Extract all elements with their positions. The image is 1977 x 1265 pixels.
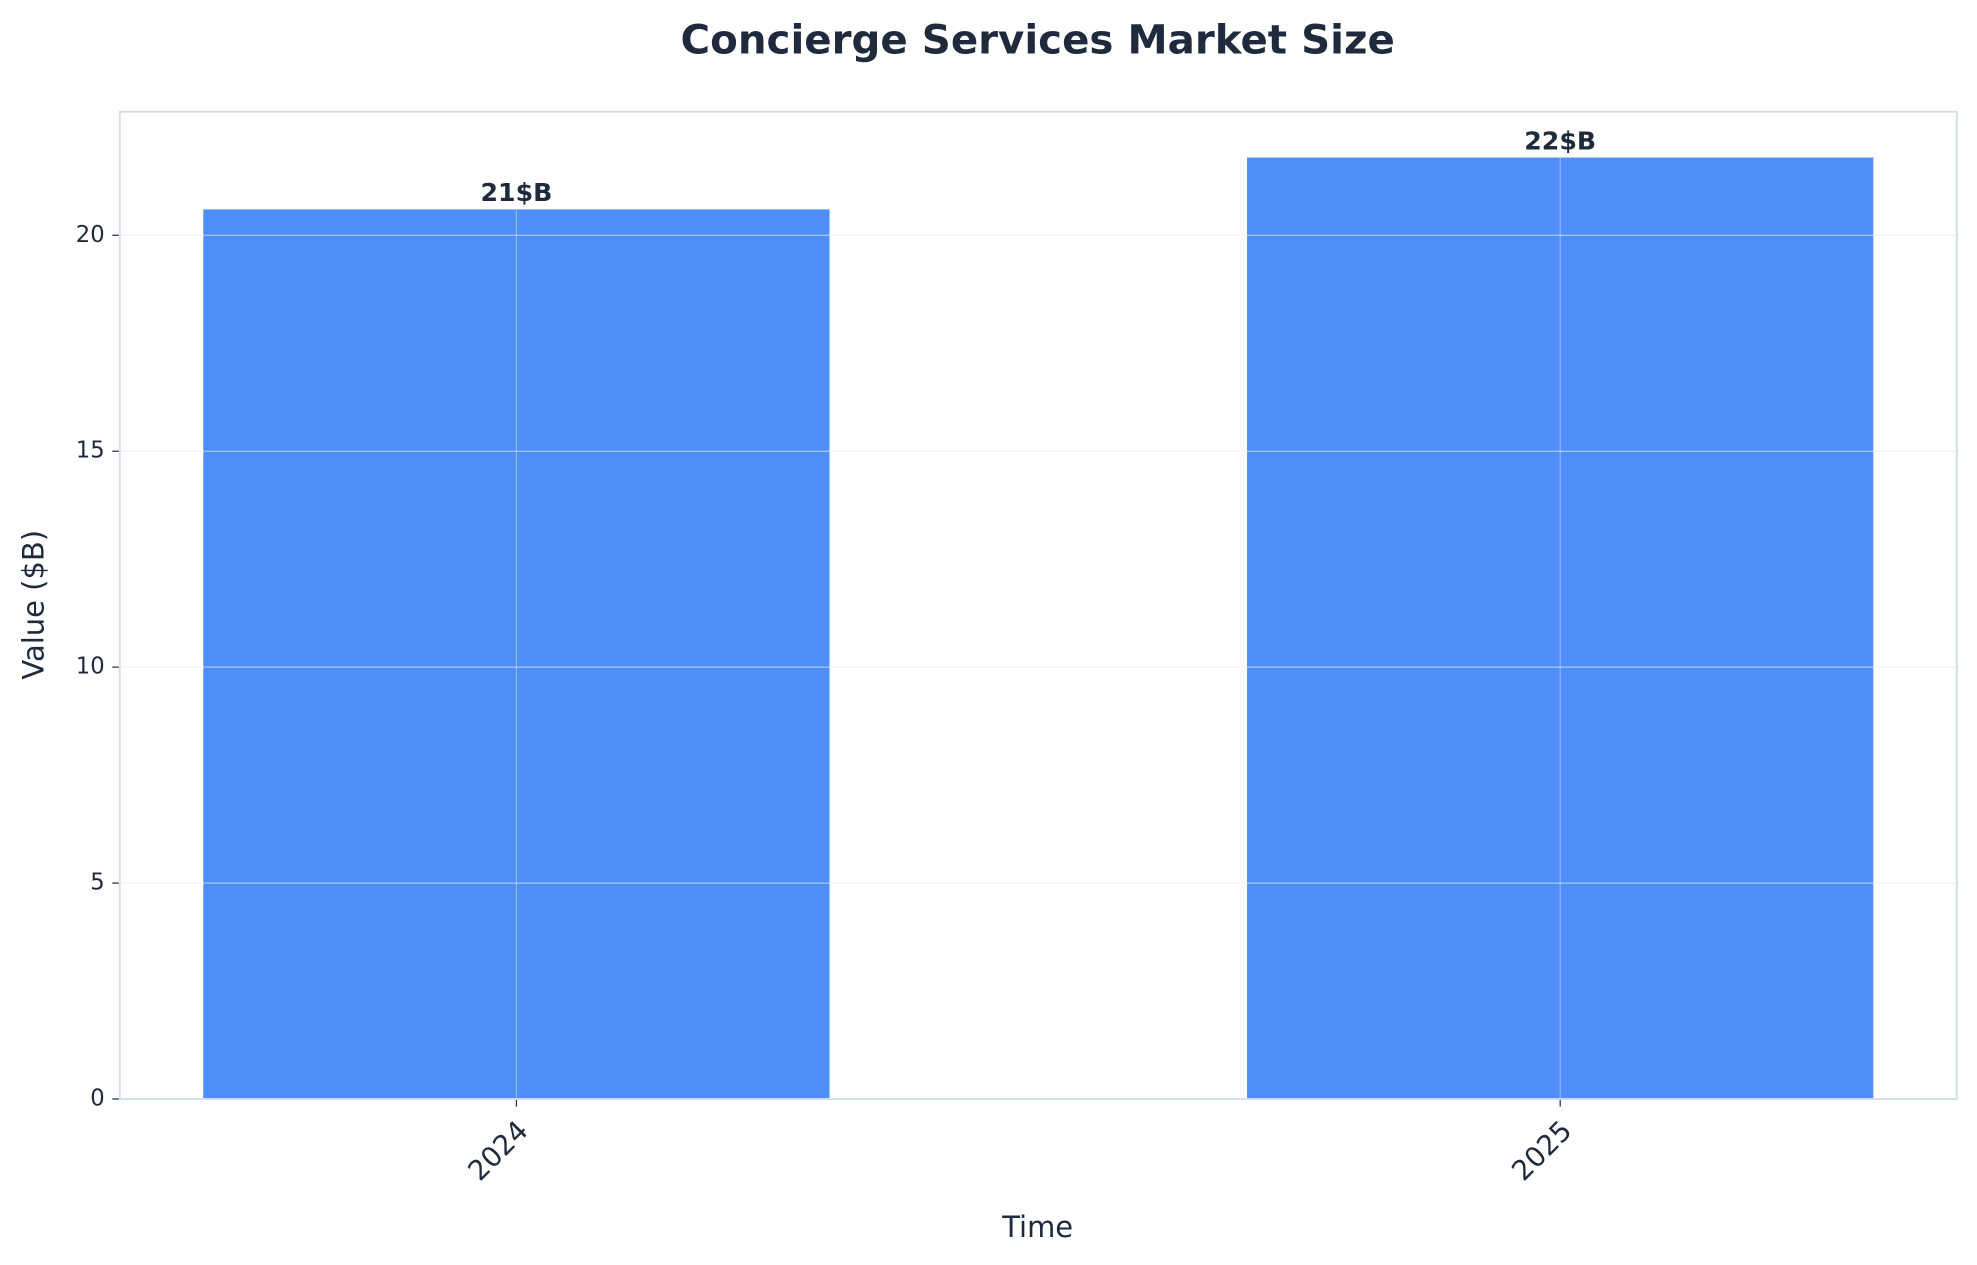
value-label: 21$B <box>481 178 553 207</box>
y-tick-label: 20 <box>76 222 105 248</box>
x-axis-label: Time <box>1001 1210 1073 1244</box>
y-tick-label: 15 <box>76 438 105 464</box>
y-tick-label: 0 <box>90 1086 104 1112</box>
y-tick-label: 5 <box>90 870 104 896</box>
chart-title: Concierge Services Market Size <box>681 16 1395 63</box>
y-tick-label: 10 <box>76 654 105 680</box>
bar <box>1247 157 1874 1100</box>
value-label: 22$B <box>1524 126 1596 155</box>
y-axis-label: Value ($B) <box>16 530 50 680</box>
plot-frame <box>118 110 1958 1100</box>
bar <box>203 209 830 1100</box>
